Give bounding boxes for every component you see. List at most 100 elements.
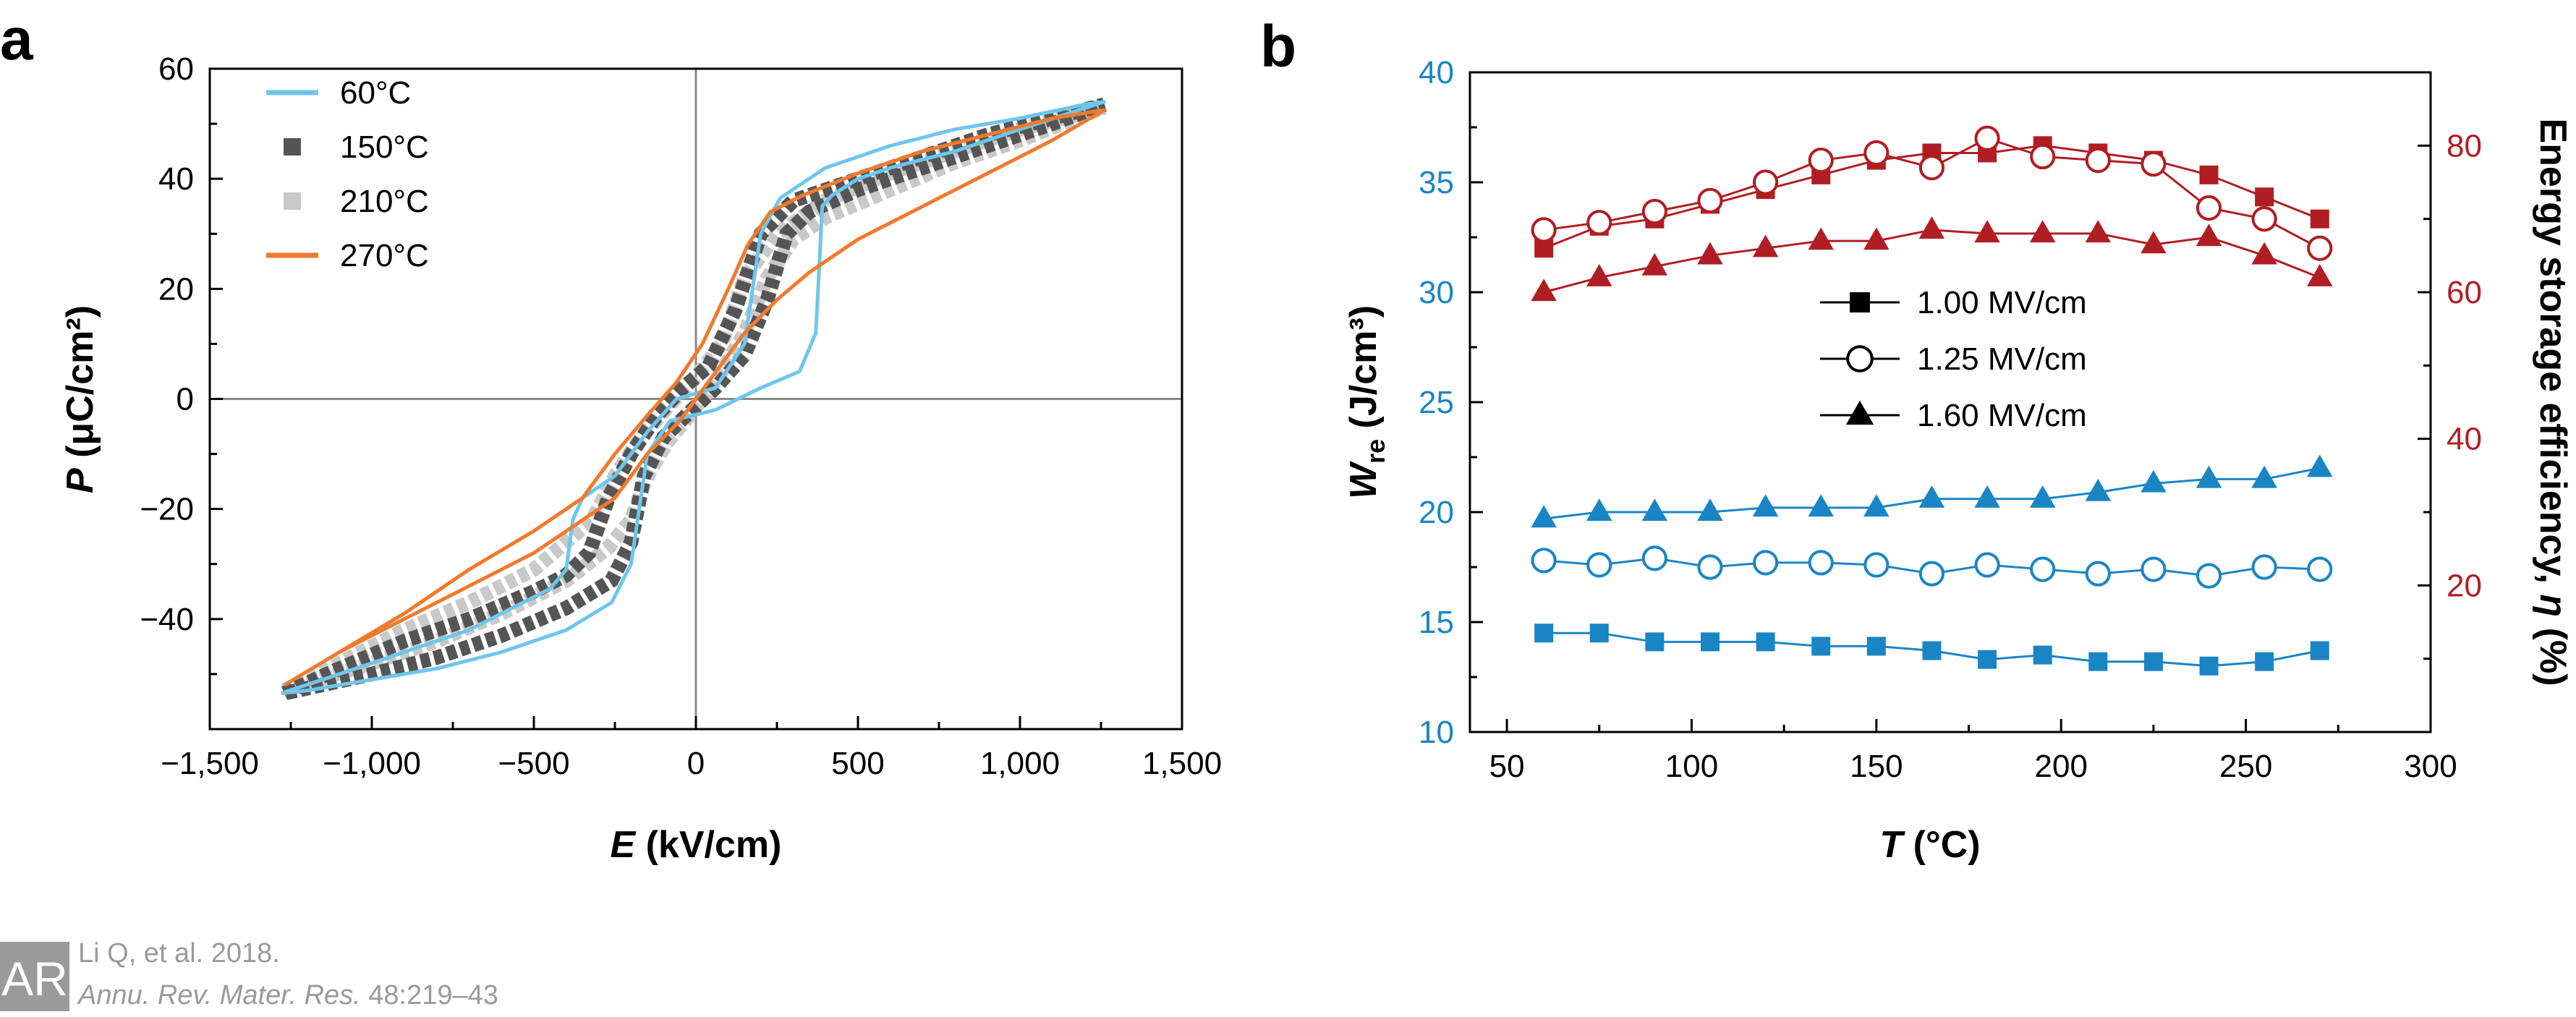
data-point-triangle xyxy=(1531,505,1557,528)
data-point-circle xyxy=(1863,140,1890,166)
legend-label-b: 1.60 MV/cm xyxy=(1917,398,2087,433)
y-tick-label-a: 60 xyxy=(158,51,194,87)
y-tick-label-a: 20 xyxy=(158,271,194,307)
data-point-circle xyxy=(2195,195,2222,221)
right-axis-ticks-b: 20 40 60 80 xyxy=(2418,71,2482,660)
data-point-triangle xyxy=(2251,465,2277,488)
x-tick-label-a: 500 xyxy=(831,746,884,781)
y-tick-label-a: −20 xyxy=(140,492,194,527)
x-tick-label-a: −500 xyxy=(498,746,569,781)
data-point-circle xyxy=(1641,545,1667,571)
data-point-triangle xyxy=(2085,478,2112,501)
legend-label-a: 270°C xyxy=(340,238,429,273)
left-tick-label-b: 15 xyxy=(1419,605,1454,640)
data-point-triangle xyxy=(1641,498,1668,522)
legend-a: 60°C 150°C 210°C 270°C xyxy=(266,75,429,273)
data-point-circle xyxy=(1531,548,1557,574)
data-point-triangle xyxy=(1586,264,1612,286)
data-point-triangle xyxy=(2195,465,2222,488)
panel-b-letter: b xyxy=(1260,14,1296,80)
legend-entry-a: 60°C xyxy=(266,75,411,111)
data-point-square xyxy=(2310,209,2329,229)
legend-label-a: 60°C xyxy=(340,75,411,111)
data-point-triangle xyxy=(1641,252,1668,276)
data-point-triangle xyxy=(1808,494,1835,517)
data-point-triangle xyxy=(2029,220,2056,243)
right-tick-label-b: 20 xyxy=(2447,568,2482,603)
x-axis-unit-a: (kV/cm) xyxy=(635,824,781,866)
annual-reviews-logo: AR xyxy=(0,942,69,1011)
series-right-triangle xyxy=(1531,216,2333,302)
data-point-square xyxy=(2199,656,2219,676)
y-axis-ticks-a: −40 −20 0 20 40 60 xyxy=(140,51,223,731)
right-axis-text-b: Energy storage efficiency, xyxy=(2532,118,2574,594)
data-point-triangle xyxy=(1918,485,1945,508)
data-point-circle xyxy=(1697,187,1723,213)
data-point-triangle xyxy=(2251,242,2277,265)
data-point-circle xyxy=(2307,235,2333,261)
data-point-triangle xyxy=(2306,454,2333,477)
legend-b: 1.00 MV/cm 1.25 MV/cm 1.60 MV/cm xyxy=(1820,285,2087,433)
legend-entry-a: 270°C xyxy=(266,238,429,273)
logo-badge xyxy=(0,942,69,1011)
left-axis-var-b: W xyxy=(1343,461,1385,499)
data-point-circle xyxy=(2141,556,2167,582)
data-point-circle xyxy=(1808,550,1834,576)
x-axis-ticks-b: 50 100 150 200 250 300 xyxy=(1489,719,2457,784)
x-tick-label-a: 0 xyxy=(687,746,705,781)
x-axis-title-a: E (kV/cm) xyxy=(611,824,782,866)
right-axis-var-b: η xyxy=(2532,594,2574,617)
data-point-square xyxy=(1811,637,1831,656)
data-point-square xyxy=(2255,187,2274,207)
right-tick-label-b: 40 xyxy=(2447,422,2482,457)
right-tick-label-b: 80 xyxy=(2447,128,2482,163)
data-point-circle xyxy=(1641,198,1667,225)
data-point-square xyxy=(2088,652,2108,671)
credit-journal-name: Annu. Rev. Mater. Res. xyxy=(77,980,361,1010)
data-point-square xyxy=(1701,632,1720,652)
data-point-circle xyxy=(2251,554,2277,580)
data-point-square xyxy=(1922,641,1942,660)
y-axis-unit-a: (μC/cm²) xyxy=(59,305,101,468)
data-point-triangle xyxy=(2085,220,2112,243)
data-point-triangle xyxy=(1863,494,1890,517)
x-axis-title-b: T (°C) xyxy=(1879,824,1980,866)
data-point-circle xyxy=(1974,125,2000,151)
data-point-square xyxy=(1978,650,1997,669)
data-point-circle xyxy=(1846,345,1874,373)
data-point-triangle xyxy=(1918,216,1945,239)
legend-entry-b: 1.00 MV/cm xyxy=(1820,285,2087,320)
data-point-square xyxy=(1534,624,1554,643)
data-point-triangle xyxy=(2141,231,2167,254)
x-tick-label-b: 200 xyxy=(2035,749,2088,784)
data-point-square xyxy=(2310,641,2329,660)
x-tick-label-a: 1,000 xyxy=(980,746,1060,781)
data-point-circle xyxy=(2030,143,2056,170)
legend-label-a: 210°C xyxy=(340,184,429,219)
y-tick-label-a: 0 xyxy=(177,382,194,417)
loop-marker-band xyxy=(281,97,1107,701)
hysteresis-loops xyxy=(280,97,1108,701)
left-axis-title-b: Wre (J/cm³) xyxy=(1343,305,1390,499)
y-axis-title-a: P (μC/cm²) xyxy=(59,305,101,493)
data-point-triangle xyxy=(1586,498,1612,522)
data-point-circle xyxy=(1918,155,1945,181)
data-point-square xyxy=(2143,652,2163,671)
legend-marker-square xyxy=(284,138,301,156)
legend-entry-a: 210°C xyxy=(284,184,429,219)
panel-a-chart: a −1,500 −1,000 −500 0 500 1,000 1,500 −40 −20 0… xyxy=(0,7,1222,866)
legend-marker-square xyxy=(284,192,301,210)
data-point-circle xyxy=(1531,217,1557,243)
x-tick-label-b: 250 xyxy=(2219,749,2272,784)
left-axis-ticks-b: 10 15 20 25 30 35 40 xyxy=(1419,55,1483,750)
left-tick-label-b: 10 xyxy=(1419,715,1454,750)
data-point-circle xyxy=(1753,550,1779,576)
series-right-circle-open xyxy=(1531,125,2333,261)
panel-b-chart: b 50 100 150 200 250 300 10 15 20 25 30 35 40 20 40 6… xyxy=(1260,14,2574,866)
data-point-square xyxy=(2033,645,2052,665)
legend-label-b: 1.00 MV/cm xyxy=(1917,285,2087,320)
right-tick-label-b: 60 xyxy=(2447,275,2482,310)
panel-a-letter: a xyxy=(0,7,34,72)
left-tick-label-b: 30 xyxy=(1419,275,1454,310)
loop-270c xyxy=(283,108,1106,687)
